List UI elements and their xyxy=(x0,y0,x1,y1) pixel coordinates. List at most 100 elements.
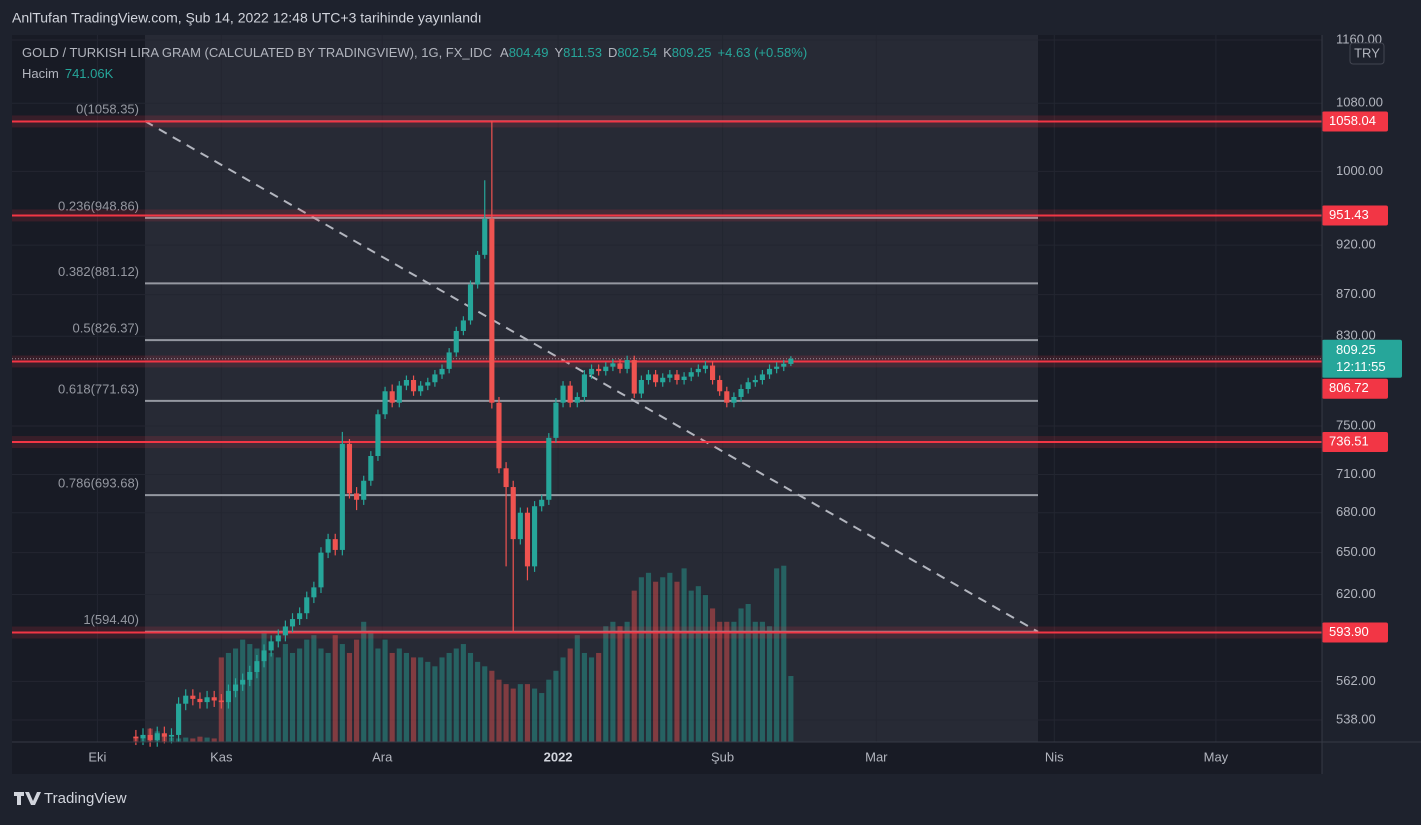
volume-bar xyxy=(781,565,787,742)
candle-body xyxy=(653,374,659,383)
candle-body xyxy=(161,733,167,737)
candle-body xyxy=(268,641,274,651)
candle-body xyxy=(204,697,210,703)
volume-bar xyxy=(688,590,694,742)
candle-body xyxy=(660,377,666,383)
candle-body xyxy=(574,396,580,403)
volume-bar xyxy=(631,590,637,742)
volume-bar xyxy=(361,621,367,742)
volume-bar xyxy=(446,652,452,742)
currency[interactable]: TRY xyxy=(1354,45,1380,60)
candle-body xyxy=(318,552,324,588)
volume-bar xyxy=(532,688,538,742)
ohlc-value: 802.54 xyxy=(617,45,657,60)
volume-bar xyxy=(702,595,709,742)
volume-bar xyxy=(289,652,296,742)
volume-bar xyxy=(788,676,794,742)
candle-body xyxy=(439,368,445,375)
x-tick-label: Şub xyxy=(711,749,734,764)
volume-bar xyxy=(382,639,388,742)
volume-bar xyxy=(759,621,765,742)
volume-bar xyxy=(183,737,189,742)
candle-body xyxy=(781,363,787,367)
candle-body xyxy=(503,468,509,488)
volume-bar xyxy=(211,738,217,742)
fib-label: 1(594.40) xyxy=(83,612,139,627)
logo xyxy=(14,792,41,805)
volume-bar xyxy=(482,666,488,742)
level-box xyxy=(1322,378,1388,399)
candle-body xyxy=(731,396,737,403)
candle-body xyxy=(325,539,331,553)
volume-bar xyxy=(368,630,374,742)
volume-bar xyxy=(489,670,495,742)
candle-body xyxy=(368,455,374,481)
volume-bar xyxy=(304,639,310,742)
axes: 1160.001080.001000.00920.00870.00830.007… xyxy=(88,31,1402,764)
volume-bar xyxy=(261,630,267,742)
candle-body xyxy=(453,330,459,353)
y-tick-label: 1080.00 xyxy=(1336,95,1383,110)
candle-body xyxy=(446,352,452,369)
ohlc-key: K xyxy=(663,45,672,60)
volume-bar xyxy=(453,648,459,742)
volume-bar xyxy=(745,603,751,742)
y-tick-label: 562.00 xyxy=(1336,673,1376,688)
candle-body xyxy=(524,512,531,567)
level-label: 806.72 xyxy=(1329,380,1369,395)
volume-bar xyxy=(524,684,531,742)
candle-body xyxy=(218,700,224,703)
candle-body xyxy=(553,402,559,438)
candle-body xyxy=(788,358,794,364)
candle-body xyxy=(766,368,773,375)
volume-bar xyxy=(297,648,303,742)
candle-body xyxy=(282,626,288,636)
candle-body xyxy=(710,365,716,381)
volume-bar xyxy=(332,635,338,742)
fib-label: 0.618(771.63) xyxy=(58,381,139,396)
candle-body xyxy=(432,374,438,383)
volume-bar xyxy=(766,626,773,742)
candle-body xyxy=(752,380,758,383)
fib-label: 0.382(881.12) xyxy=(58,264,139,279)
candle-body xyxy=(410,380,417,392)
volume-bar xyxy=(774,568,780,742)
volume-bar xyxy=(567,648,573,742)
y-tick-label: 538.00 xyxy=(1336,711,1376,726)
candle-body xyxy=(425,382,431,386)
candle-body xyxy=(667,374,673,378)
volume-bar xyxy=(418,657,424,742)
volume-bar xyxy=(574,635,580,742)
volume-bar xyxy=(475,661,481,742)
volume-bar xyxy=(467,652,474,742)
currency-button[interactable] xyxy=(1349,42,1385,65)
candle-body xyxy=(759,374,765,381)
published: AnlTufan TradingView.com, Şub 14, 2022 1… xyxy=(12,10,482,26)
candle-body xyxy=(510,487,516,540)
volume-bar xyxy=(517,684,523,742)
last-price-box xyxy=(1322,339,1402,378)
volume-pane xyxy=(133,565,794,742)
last-price: 809.25 xyxy=(1336,342,1376,357)
ohlc-value: 811.53 xyxy=(563,45,602,60)
candle-body xyxy=(745,382,751,390)
candle-body xyxy=(738,389,744,397)
volume-bar xyxy=(610,621,616,742)
levels xyxy=(12,115,1322,639)
volume-bar xyxy=(396,648,402,742)
volume-bar xyxy=(645,572,652,742)
candle-body xyxy=(190,695,196,699)
volume-bar xyxy=(339,644,345,742)
volume-bar xyxy=(247,644,253,742)
candle-body xyxy=(304,597,310,614)
volume-bar xyxy=(660,577,666,742)
volume-bar xyxy=(717,621,723,742)
volume-bar xyxy=(425,661,431,742)
volume-bar xyxy=(638,577,644,742)
legend-line: GOLD / TURKISH LIRA GRAM (CALCULATED BY … xyxy=(22,45,807,60)
volume-title: Hacim xyxy=(22,66,59,81)
volume-bar xyxy=(254,648,260,742)
candle-body xyxy=(631,360,637,394)
y-tick-label: 680.00 xyxy=(1336,504,1376,519)
